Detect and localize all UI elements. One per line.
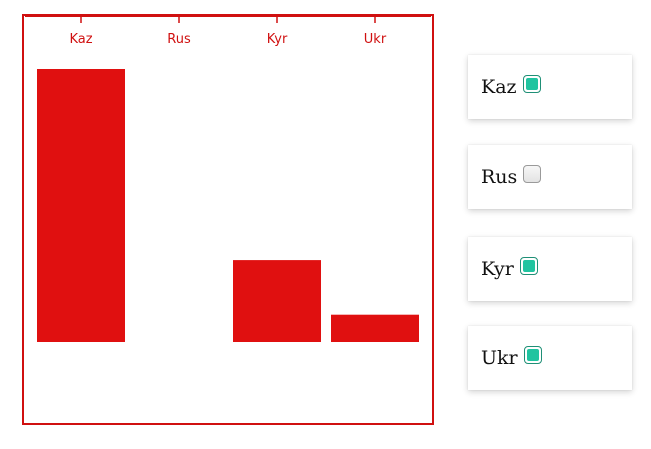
filter-checkbox-ukr[interactable]	[523, 346, 542, 364]
bars-group	[37, 69, 419, 342]
filter-label-rus: Rus	[481, 166, 518, 188]
filter-card-kyr[interactable]: Kyr	[468, 237, 632, 301]
x-tick-label-kyr: Kyr	[267, 32, 288, 47]
bar-kaz	[37, 69, 125, 342]
filter-label-kyr: Kyr	[481, 258, 514, 280]
bar-kyr	[233, 260, 321, 342]
x-tick-label-rus: Rus	[167, 32, 191, 47]
filter-card-rus[interactable]: Rus	[468, 145, 632, 209]
filter-checkbox-kyr[interactable]	[519, 257, 538, 275]
x-tick-label-kaz: Kaz	[69, 32, 92, 47]
filter-label-ukr: Ukr	[481, 347, 518, 369]
x-axis: Kaz Rus Kyr Ukr	[25, 15, 431, 47]
filter-label-kaz: Kaz	[481, 76, 517, 98]
filter-checkbox-kaz[interactable]	[522, 75, 541, 93]
bar-chart: Kaz Rus Kyr Ukr	[22, 14, 434, 425]
x-tick-label-ukr: Ukr	[364, 32, 387, 47]
filter-card-ukr[interactable]: Ukr	[468, 326, 632, 390]
filter-checkbox-rus[interactable]	[523, 165, 542, 183]
filter-card-kaz[interactable]: Kaz	[468, 55, 632, 119]
chart-frame	[22, 14, 434, 425]
bar-ukr	[331, 314, 419, 342]
